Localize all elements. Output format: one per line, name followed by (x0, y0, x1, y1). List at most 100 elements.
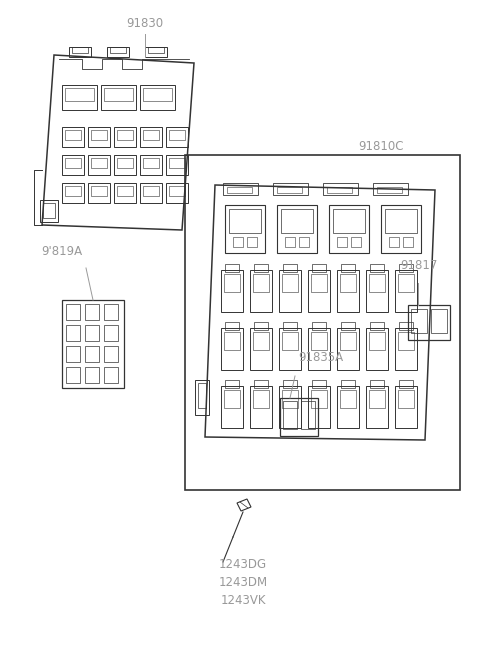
Text: 91835A: 91835A (298, 351, 343, 364)
Bar (225, 264, 239, 272)
Bar (85, 346, 99, 362)
Bar (333, 209, 365, 233)
Bar (337, 270, 359, 312)
Bar (280, 398, 318, 436)
Bar (145, 47, 167, 57)
Bar (66, 367, 80, 383)
Bar (283, 380, 297, 388)
Bar (65, 186, 81, 196)
Bar (311, 390, 327, 408)
Bar (398, 332, 414, 350)
Bar (285, 237, 295, 247)
Bar (140, 155, 162, 175)
Bar (283, 322, 297, 330)
Bar (91, 158, 107, 168)
Bar (166, 183, 188, 203)
Bar (395, 270, 417, 312)
Bar (62, 127, 84, 147)
Bar (283, 264, 297, 272)
Bar (250, 328, 272, 370)
Text: 91817: 91817 (400, 259, 437, 272)
Bar (88, 127, 110, 147)
Bar (408, 305, 450, 340)
Bar (370, 322, 384, 330)
Bar (311, 274, 327, 292)
Bar (308, 270, 330, 312)
Bar (140, 183, 162, 203)
Bar (250, 270, 272, 312)
Bar (224, 390, 240, 408)
Bar (312, 322, 326, 330)
Bar (247, 237, 257, 247)
Bar (301, 401, 315, 429)
Bar (225, 380, 239, 388)
Bar (110, 47, 126, 53)
Bar (62, 300, 124, 388)
Bar (341, 322, 355, 330)
Bar (340, 332, 356, 350)
Bar (385, 209, 417, 233)
Bar (277, 205, 317, 253)
Bar (311, 332, 327, 350)
Bar (143, 88, 172, 101)
Bar (114, 127, 136, 147)
Bar (166, 127, 188, 147)
Bar (399, 380, 413, 388)
Bar (85, 367, 99, 383)
Bar (254, 322, 268, 330)
Bar (373, 183, 408, 195)
Bar (104, 367, 118, 383)
Bar (381, 205, 421, 253)
Bar (88, 183, 110, 203)
Bar (366, 270, 388, 312)
Bar (169, 130, 185, 140)
Bar (389, 237, 399, 247)
Bar (65, 88, 94, 101)
Bar (104, 304, 118, 320)
Bar (253, 390, 269, 408)
Bar (169, 158, 185, 168)
Bar (104, 88, 133, 101)
Bar (369, 274, 385, 292)
Bar (370, 380, 384, 388)
Text: 91810C: 91810C (358, 140, 404, 153)
Bar (366, 328, 388, 370)
Bar (62, 85, 97, 110)
Bar (253, 332, 269, 350)
Bar (195, 380, 209, 415)
Bar (395, 328, 417, 370)
Bar (233, 237, 243, 247)
Bar (341, 380, 355, 388)
Bar (224, 274, 240, 292)
Bar (169, 186, 185, 196)
Bar (224, 332, 240, 350)
Bar (66, 304, 80, 320)
Bar (369, 390, 385, 408)
Bar (337, 328, 359, 370)
Bar (254, 264, 268, 272)
Bar (65, 130, 81, 140)
Bar (221, 386, 243, 428)
Bar (337, 386, 359, 428)
Bar (104, 325, 118, 341)
Bar (140, 127, 162, 147)
Bar (148, 47, 164, 53)
Bar (299, 237, 309, 247)
Bar (282, 390, 298, 408)
Bar (411, 309, 427, 333)
Bar (43, 203, 55, 218)
Text: 91830: 91830 (126, 17, 164, 30)
Bar (65, 158, 81, 168)
Bar (366, 386, 388, 428)
Bar (282, 274, 298, 292)
Text: 1243DG
1243DM
1243VK: 1243DG 1243DM 1243VK (218, 558, 267, 607)
Bar (279, 270, 301, 312)
Bar (88, 155, 110, 175)
Bar (114, 183, 136, 203)
Bar (107, 47, 129, 57)
Bar (117, 186, 133, 196)
Bar (351, 237, 361, 247)
Bar (143, 186, 159, 196)
Bar (117, 158, 133, 168)
Bar (114, 155, 136, 175)
